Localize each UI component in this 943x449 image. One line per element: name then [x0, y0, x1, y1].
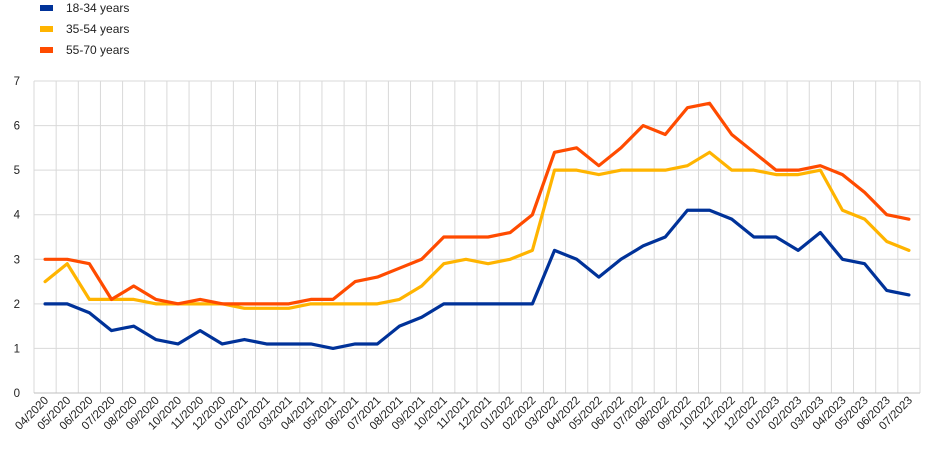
- legend-swatch-1: [40, 5, 53, 11]
- legend-swatch-2: [40, 26, 53, 32]
- y-tick-label: 1: [14, 343, 20, 355]
- x-axis-ticks: 04/202005/202006/202007/202008/202009/20…: [13, 395, 915, 433]
- y-tick-label: 4: [14, 210, 21, 222]
- series-lines: [43, 101, 911, 351]
- legend-label-2: 35-54 years: [66, 22, 129, 36]
- legend-label-1: 18-34 years: [66, 1, 129, 15]
- series-line-3: [43, 101, 911, 306]
- y-tick-label: 3: [14, 254, 20, 266]
- y-tick-label: 6: [14, 121, 20, 133]
- y-tick-label: 7: [14, 76, 20, 88]
- y-axis-ticks: 0 1 2 3 4 5 6 7: [14, 76, 21, 400]
- series-line-2: [43, 150, 911, 310]
- legend-label-3: 55-70 years: [66, 43, 129, 57]
- series-line-1: [43, 208, 911, 351]
- y-tick-label: 5: [14, 165, 20, 177]
- legend-swatch-3: [40, 47, 53, 53]
- gridlines: [33, 80, 921, 394]
- y-tick-label: 2: [14, 299, 20, 311]
- legend: 18-34 years 35-54 years 55-70 years: [40, 1, 129, 57]
- y-tick-label: 0: [14, 388, 20, 400]
